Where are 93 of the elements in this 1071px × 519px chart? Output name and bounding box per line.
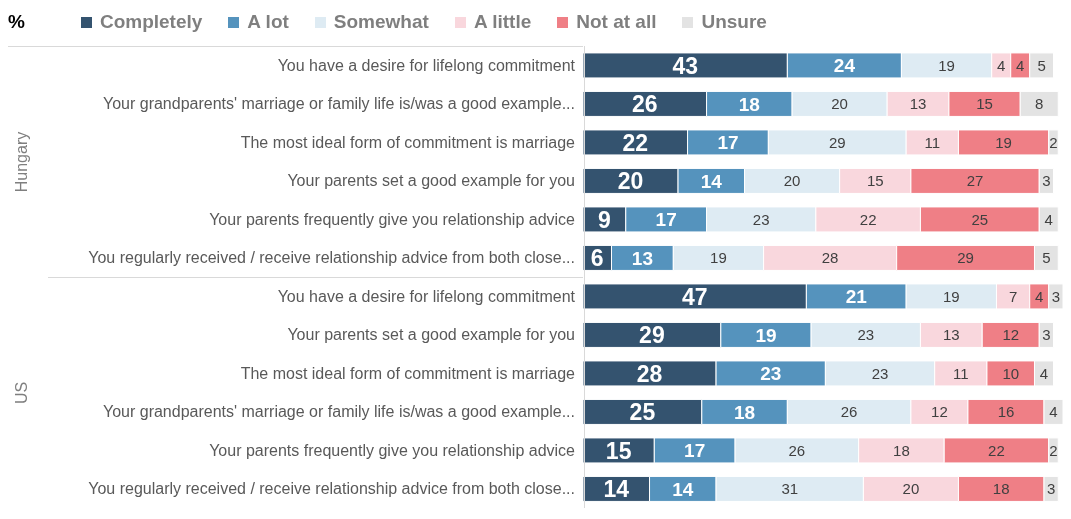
data-label: 22 [622,129,649,156]
y-tick-label: You have a desire for lifelong commitment [277,56,576,74]
data-label: 29 [957,249,974,267]
data-label: 20 [783,172,801,190]
data-label: 2 [1049,441,1058,459]
legend-label: A lot [246,11,289,33]
data-label: 2 [1049,133,1058,151]
data-label: 4 [1049,403,1058,421]
y-tick-label: Your parents set a good example for you [287,172,575,190]
data-label: 5 [1042,249,1051,267]
data-label: 28 [821,249,839,267]
data-label: 4 [1035,287,1044,305]
legend-label: Unsure [700,11,767,33]
data-label: 18 [992,480,1010,498]
data-label: 13 [909,95,927,113]
data-label: 20 [902,480,920,498]
data-label: 12 [1002,326,1020,344]
legend-label: Completely [98,11,203,33]
data-label: 19 [755,324,777,346]
data-label: 4 [1016,56,1025,74]
data-label: 20 [831,95,848,113]
data-label: 47 [681,283,708,310]
data-label: 29 [639,322,665,349]
data-label: 15 [866,172,884,190]
text: US [13,381,31,404]
y-tick-label: Your parents frequently give you relationship advice [209,210,576,228]
data-label: 24 [833,55,856,77]
data-label: 19 [995,133,1012,151]
y-tick-label: Your grandparents' marriage or family life is/was a good example... [102,95,575,113]
data-label: 22 [988,441,1005,459]
data-label: 26 [840,403,858,421]
data-label: 4 [997,56,1006,74]
data-label: 18 [738,93,760,115]
data-label: 26 [631,91,658,118]
y-tick-label: Your grandparents' marriage or family life is/was a good example... [102,403,575,421]
data-label: 28 [636,360,663,387]
data-label: 12 [931,403,948,421]
data-label: 23 [871,364,889,382]
legend-label: Not at all [575,11,657,33]
data-label: 6 [590,245,604,272]
text: Hungary [13,131,31,192]
legend-title: % [8,11,25,33]
data-label: 23 [752,210,770,228]
data-label: 14 [672,478,694,500]
data-label: 17 [655,209,677,231]
y-tick-label: The most ideal form of commitment is marriage [240,133,576,151]
data-label: 14 [603,476,630,503]
data-label: 3 [1042,172,1051,190]
data-label: 9 [597,206,611,233]
y-tick-label: The most ideal form of commitment is marriage [240,364,576,382]
data-label: 7 [1008,287,1018,305]
legend-label: A little [472,11,532,33]
data-label: 15 [605,437,632,464]
data-label: 4 [1039,364,1049,382]
data-label: 18 [734,401,756,423]
data-label: 29 [828,133,846,151]
data-label: 43 [672,52,698,79]
data-label: 3 [1042,326,1051,344]
y-tick-label: You have a desire for lifelong commitment [277,287,576,305]
data-label: 19 [942,287,960,305]
data-label: 17 [684,440,706,462]
data-label: 23 [760,363,782,385]
data-label: 15 [976,95,993,113]
data-label: 13 [942,326,960,344]
data-label: 31 [781,480,799,498]
data-label: 22 [859,210,877,228]
data-label: 25 [629,399,656,426]
data-label: 18 [893,441,910,459]
data-label: 10 [1002,364,1020,382]
data-label: 16 [997,403,1015,421]
data-label: 26 [788,441,806,459]
data-label: 11 [953,364,969,382]
data-label: 4 [1044,210,1053,228]
y-tick-label: You regularly received / receive relationship advice from both close... [88,480,575,498]
data-label: 21 [845,286,868,308]
data-label: 13 [631,247,653,269]
data-label: 25 [971,210,989,228]
data-label: 14 [700,170,723,192]
data-label: 3 [1046,480,1056,498]
data-label: 19 [938,56,955,74]
data-label: 5 [1037,56,1046,74]
data-label: 23 [857,326,875,344]
data-label: 17 [717,132,739,154]
legend-label: Somewhat [332,11,429,33]
y-tick-label: Your parents frequently give you relationship advice [209,441,576,459]
y-tick-label: Your parents set a good example for you [287,326,575,344]
data-label: 20 [617,168,644,195]
data-label: 11 [924,133,941,151]
data-label: 3 [1051,287,1061,305]
y-tick-label: You regularly received / receive relationship advice from both close... [88,249,575,267]
data-label: 27 [966,172,984,190]
data-label: 19 [710,249,727,267]
data-label: 8 [1035,95,1044,113]
